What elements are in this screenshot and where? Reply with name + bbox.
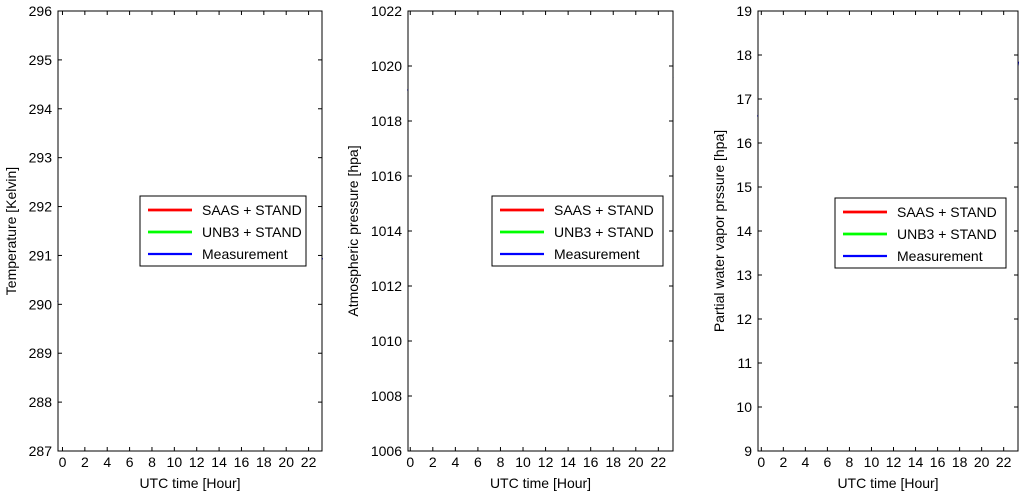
legend-label: Measurement [202, 246, 288, 262]
y-tick-label: 292 [29, 199, 53, 215]
y-tick-label: 18 [736, 47, 752, 63]
legend-label: UNB3 + STAND [202, 224, 302, 240]
y-tick-label: 295 [29, 52, 53, 68]
y-tick-label: 1012 [371, 278, 402, 294]
x-tick-label: 20 [628, 454, 644, 470]
x-tick-label: 10 [515, 454, 531, 470]
y-tick-label: 1006 [371, 443, 402, 459]
x-tick-label: 22 [651, 454, 667, 470]
y-tick-label: 13 [736, 267, 752, 283]
legend-label: SAAS + STAND [554, 202, 654, 218]
chart-atmospheric-pressure: 0 2 4 6 8 10 12 14 16 18 20 22100610081010101210141… [345, 3, 674, 491]
y-tick-label: 1022 [371, 3, 402, 19]
x-tick-label: 18 [605, 454, 621, 470]
x-tick-label: 8 [148, 454, 156, 470]
x-tick-label: 12 [189, 454, 205, 470]
legend-label: Measurement [897, 248, 983, 264]
x-tick-label: 0 [406, 454, 414, 470]
y-tick-label: 16 [736, 135, 752, 151]
x-tick-label: 20 [278, 454, 294, 470]
y-tick-label: 15 [736, 179, 752, 195]
legend-label: SAAS + STAND [202, 202, 302, 218]
x-tick-label: 8 [846, 454, 854, 470]
x-tick-label: 14 [560, 454, 576, 470]
x-tick-label: 6 [126, 454, 134, 470]
y-tick-label: 293 [29, 150, 53, 166]
x-tick-label: 18 [952, 454, 968, 470]
x-tick-label: 12 [538, 454, 554, 470]
y-tick-label: 11 [737, 355, 752, 371]
y-tick-label: 1020 [371, 58, 402, 74]
y-tick-label: 19 [736, 3, 752, 19]
y-tick-label: 288 [29, 394, 53, 410]
y-axis-label: Temperature [Kelvin] [3, 167, 19, 295]
y-tick-label: 1018 [371, 113, 402, 129]
y-tick-label: 1016 [371, 168, 402, 184]
legend: SAAS + STAND UNB3 + STAND Measurement [139, 195, 307, 267]
y-tick-label: 14 [736, 223, 752, 239]
y-tick-label: 291 [29, 247, 53, 263]
x-tick-label: 22 [996, 454, 1012, 470]
y-tick-label: 289 [29, 345, 53, 361]
y-tick-label: 9 [744, 443, 752, 459]
x-tick-label: 8 [497, 454, 505, 470]
y-axis-label: Atmospheric pressure [hpa] [345, 145, 361, 316]
y-tick-label: 12 [736, 311, 752, 327]
x-tick-label: 14 [908, 454, 924, 470]
x-tick-label: 12 [886, 454, 902, 470]
chart-temperature: 0 2 4 6 8 10 12 14 16 18 20 22 287 288 289 290 291 292 293… [3, 3, 324, 491]
x-tick-label: 4 [801, 454, 809, 470]
x-tick-label: 0 [757, 454, 765, 470]
x-tick-label: 2 [81, 454, 89, 470]
legend-label: Measurement [554, 246, 640, 262]
x-tick-label: 6 [474, 454, 482, 470]
x-tick-label: 18 [256, 454, 272, 470]
y-tick-label: 10 [736, 399, 752, 415]
y-tick-label: 290 [29, 296, 53, 312]
legend: SAAS + STAND UNB3 + STAND Measurement [834, 197, 1007, 269]
legend: SAAS + STAND UNB3 + STAND Measurement [491, 195, 664, 267]
x-axis-label: UTC time [Hour] [837, 475, 938, 491]
x-tick-label: 16 [930, 454, 946, 470]
chart-water-vapor-pressure: 0 2 4 6 8 10 12 14 16 18 20 22 9 10 11 12 13 14 15 16 17 18 19… [711, 3, 1020, 491]
y-tick-label: 1010 [371, 333, 402, 349]
y-tick-label: 294 [29, 101, 53, 117]
x-tick-label: 20 [974, 454, 990, 470]
y-tick-label: 296 [29, 3, 53, 19]
x-axis-label: UTC time [Hour] [490, 475, 591, 491]
y-tick-label: 1008 [371, 388, 402, 404]
x-tick-label: 2 [779, 454, 787, 470]
x-tick-label: 2 [429, 454, 437, 470]
x-tick-label: 4 [103, 454, 111, 470]
x-tick-label: 10 [167, 454, 183, 470]
x-tick-label: 14 [211, 454, 227, 470]
x-tick-label: 16 [234, 454, 250, 470]
x-tick-label: 10 [864, 454, 880, 470]
x-tick-label: 0 [59, 454, 67, 470]
x-axis-label: UTC time [Hour] [139, 475, 240, 491]
y-tick-label: 1014 [371, 223, 402, 239]
x-tick-label: 16 [583, 454, 599, 470]
legend-label: UNB3 + STAND [554, 224, 654, 240]
x-tick-label: 6 [824, 454, 832, 470]
x-tick-label: 4 [451, 454, 459, 470]
y-axis-label: Partial water vapor prssure [hpa] [711, 130, 727, 332]
y-tick-label: 17 [736, 91, 752, 107]
legend-label: UNB3 + STAND [897, 226, 997, 242]
y-tick-label: 287 [29, 443, 53, 459]
x-tick-label: 22 [301, 454, 317, 470]
legend-label: SAAS + STAND [897, 204, 997, 220]
